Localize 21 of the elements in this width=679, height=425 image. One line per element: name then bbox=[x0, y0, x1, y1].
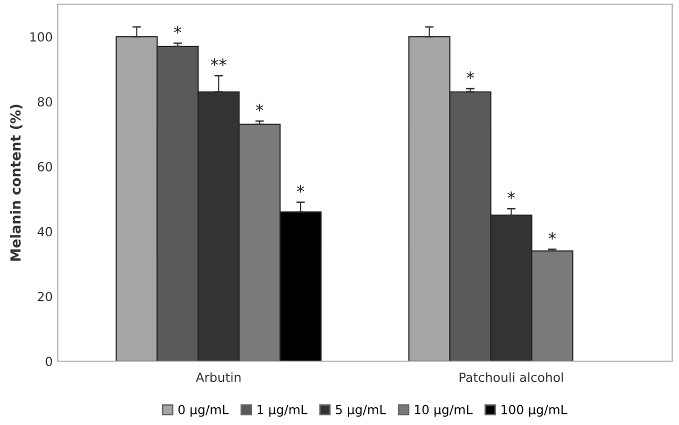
data-label: * bbox=[466, 71, 474, 80]
data-label: * bbox=[174, 26, 182, 34]
legend-label: 100 μg/mL bbox=[502, 404, 568, 417]
y-tick-label: 20 bbox=[38, 292, 52, 302]
x-tick-label: Patchouli alcohol bbox=[460, 372, 563, 382]
legend-label: 1 μg/mL bbox=[258, 405, 308, 417]
legend-label: 10 μg/mL bbox=[414, 404, 473, 417]
y-tick-label: 40 bbox=[38, 226, 52, 236]
legend-label: 0 μg/mL bbox=[178, 404, 229, 417]
x-tick-label: Arbutin bbox=[196, 372, 241, 382]
y-tick-label: 0 bbox=[46, 356, 52, 366]
y-tick-label: 60 bbox=[38, 162, 52, 172]
legend-label: 5 μg/mL bbox=[336, 405, 386, 417]
data-label: * bbox=[256, 104, 264, 112]
y-tick-label: 80 bbox=[38, 97, 52, 107]
y-tick-label: 100 bbox=[30, 32, 52, 42]
data-label: * bbox=[548, 232, 556, 240]
data-label: ** bbox=[210, 58, 226, 66]
y-axis-title: Melanin content (%) bbox=[10, 104, 22, 261]
data-label: * bbox=[508, 191, 515, 200]
data-label: * bbox=[296, 185, 304, 193]
